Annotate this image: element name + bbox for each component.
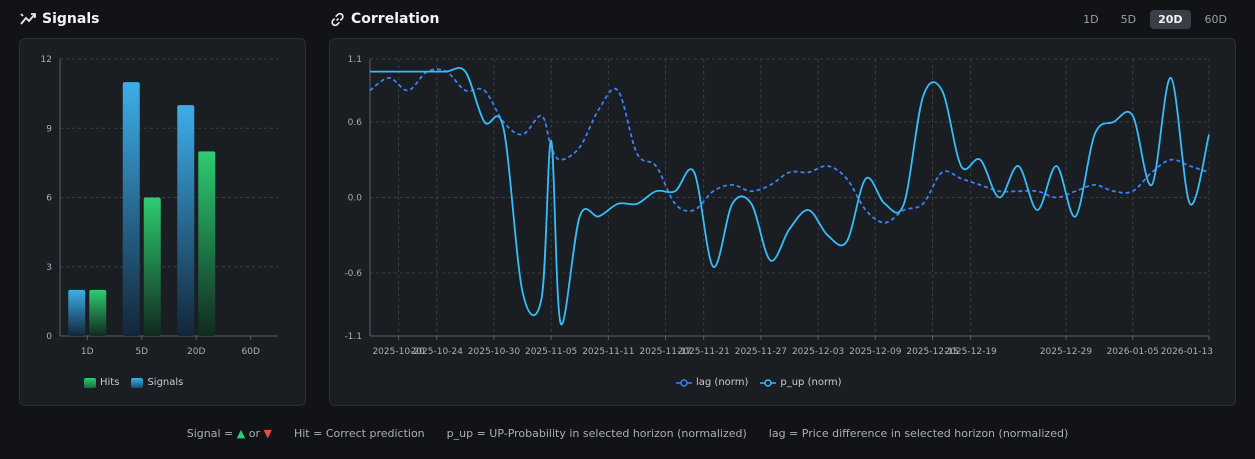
line-x-tick-6: 2025-11-21 [678,347,730,357]
bar-x-tick-1d: 1D [81,347,94,357]
footer-signal-def: Signal = ▲ or ▼ [187,427,272,440]
legend-signals-label: Signals [147,377,184,388]
line-y-tick-2: 0.0 [348,194,363,204]
series-lag-line [369,68,1210,224]
legend-hits-label: Hits [100,377,120,388]
bar-signals-20d [177,105,195,337]
p-up-line-icon [760,378,777,387]
correlation-title: Correlation [330,11,440,27]
trend-icon [20,13,36,25]
lag-line-icon [676,378,692,387]
bar-y-tick-0: 0 [46,332,52,342]
bar-hits-1d [89,289,107,336]
signals-swatch-icon [131,377,144,388]
legend-lag[interactable]: lag (norm) [676,377,748,388]
line-x-tick-10: 2025-12-15 [906,347,958,357]
bar-signals-5d [122,82,140,336]
line-y-tick-1: 0.6 [348,118,363,128]
tab-60d[interactable]: 60D [1204,13,1227,26]
legend-hits[interactable]: Hits [84,377,119,388]
line-y-tick-3: -0.6 [344,269,362,279]
bar-y-tick-4: 12 [41,55,52,65]
line-x-tick-0: 2025-10-20 [372,347,425,357]
bar-x-tick-60d: 60D [242,347,260,357]
line-x-tick-4: 2025-11-11 [582,347,634,357]
series-p-up-line [369,67,1210,326]
bar-x-tick-20d: 20D [187,347,205,357]
bar-y-tick-2: 6 [46,194,52,204]
line-x-tick-2: 2025-10-30 [468,347,521,357]
bar-y-tick-3: 9 [46,124,52,134]
line-x-tick-7: 2025-11-27 [735,347,787,357]
signals-panel: 0 3 6 9 12 1D 5D 20D 60D Hits Signals [19,38,306,406]
footer-hit-def: Hit = Correct prediction [293,427,425,440]
footer-p-up-def: p_up = UP-Probability in selected horizo… [446,427,747,440]
signals-title-label: Signals [42,11,100,27]
link-icon [331,12,344,26]
tab-5d[interactable]: 5D [1120,13,1137,26]
bar-y-tick-1: 3 [46,263,52,273]
line-x-tick-13: 2026-01-05 [1107,347,1159,357]
line-x-tick-14: 2026-01-13 [1161,347,1213,357]
correlation-panel: 1.1 0.6 0.0 -0.6 -1.1 2025-10-20 2025-10-24 202… [329,38,1236,406]
triangle-up-icon: ▲ [236,427,246,440]
footer-signal-or: or [248,427,260,440]
footer-lag-def: lag = Price difference in selected horiz… [768,427,1069,440]
line-x-tick-3: 2025-11-05 [525,347,577,357]
bar-x-tick-5d: 5D [135,347,148,357]
line-y-tick-4: -1.1 [344,332,362,342]
line-y-tick-0: 1.1 [348,55,362,65]
bar-hits-5d [143,197,161,336]
legend-p-up-label: p_up (norm) [780,377,842,388]
tab-1d[interactable]: 1D [1083,13,1099,26]
correlation-legend: lag (norm) p_up (norm) [676,377,842,388]
footer-legend: Signal = ▲ or ▼ Hit = Correct prediction… [0,427,1255,440]
footer-signal-prefix: Signal = [186,427,234,440]
bar-hits-20d [198,151,216,336]
signals-bar-chart: 0 3 6 9 12 1D 5D 20D 60D [41,55,278,357]
tab-20d[interactable]: 20D [1150,10,1191,29]
line-x-tick-5: 2025-11-17 [639,347,691,357]
line-x-tick-11: 2025-12-19 [944,347,997,357]
triangle-down-icon: ▼ [263,427,272,440]
signals-legend: Hits Signals [84,377,183,388]
hits-swatch-icon [84,377,96,388]
horizon-tabs: 1D 5D 20D 60D [1075,10,1235,29]
legend-lag-label: lag (norm) [696,377,749,388]
line-x-tick-8: 2025-12-03 [792,347,844,357]
signals-title: Signals [20,11,99,27]
legend-p-up[interactable]: p_up (norm) [760,377,842,388]
line-x-tick-9: 2025-12-09 [849,347,902,357]
line-x-tick-1: 2025-10-24 [411,347,464,357]
legend-signals[interactable]: Signals [131,377,183,388]
line-x-tick-12: 2025-12-29 [1040,347,1093,357]
correlation-title-label: Correlation [351,11,440,27]
bar-signals-1d [68,289,86,336]
